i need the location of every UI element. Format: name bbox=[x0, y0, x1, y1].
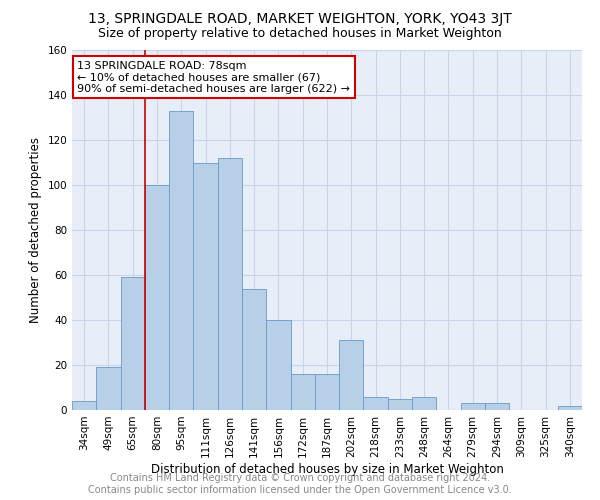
Bar bbox=[72, 401, 96, 410]
Y-axis label: Number of detached properties: Number of detached properties bbox=[29, 137, 42, 323]
Bar bbox=[339, 340, 364, 410]
Bar bbox=[388, 399, 412, 410]
Bar bbox=[96, 367, 121, 410]
Bar bbox=[193, 162, 218, 410]
Bar bbox=[412, 396, 436, 410]
Bar bbox=[315, 374, 339, 410]
Text: 13 SPRINGDALE ROAD: 78sqm
← 10% of detached houses are smaller (67)
90% of semi-: 13 SPRINGDALE ROAD: 78sqm ← 10% of detac… bbox=[77, 61, 350, 94]
Bar bbox=[558, 406, 582, 410]
Bar bbox=[242, 288, 266, 410]
Text: Contains HM Land Registry data © Crown copyright and database right 2024.
Contai: Contains HM Land Registry data © Crown c… bbox=[88, 474, 512, 495]
Bar bbox=[266, 320, 290, 410]
Bar bbox=[364, 396, 388, 410]
Text: Size of property relative to detached houses in Market Weighton: Size of property relative to detached ho… bbox=[98, 28, 502, 40]
Bar bbox=[169, 111, 193, 410]
Bar bbox=[290, 374, 315, 410]
X-axis label: Distribution of detached houses by size in Market Weighton: Distribution of detached houses by size … bbox=[151, 462, 503, 475]
Bar bbox=[461, 403, 485, 410]
Text: 13, SPRINGDALE ROAD, MARKET WEIGHTON, YORK, YO43 3JT: 13, SPRINGDALE ROAD, MARKET WEIGHTON, YO… bbox=[88, 12, 512, 26]
Bar bbox=[145, 185, 169, 410]
Bar bbox=[121, 277, 145, 410]
Bar bbox=[485, 403, 509, 410]
Bar bbox=[218, 158, 242, 410]
